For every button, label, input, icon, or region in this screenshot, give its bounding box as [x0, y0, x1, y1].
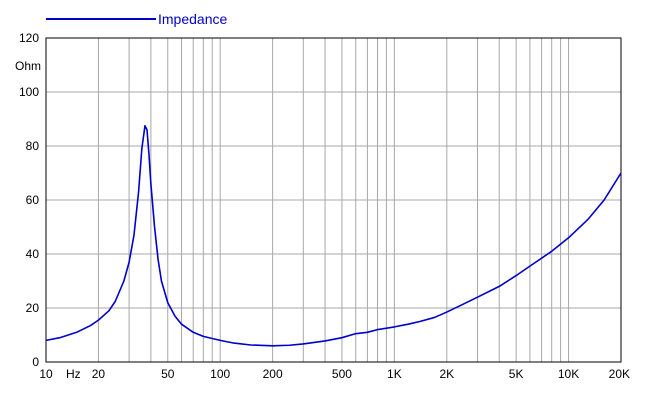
x-tick-label: 50	[161, 367, 175, 381]
y-axis-unit: Ohm	[15, 59, 41, 73]
y-tick-label: 60	[26, 193, 40, 207]
impedance-curve	[45, 124, 622, 347]
x-tick-label: 20	[92, 367, 106, 381]
x-tick-labels: 10 20 50 100 200 500 1K 2K 5K 10K 20K	[39, 367, 630, 381]
x-tick-label: 10K	[558, 367, 579, 381]
x-tick-label: 20K	[609, 367, 630, 381]
plot-frame	[45, 37, 622, 363]
grid	[46, 38, 621, 362]
x-tick-label: 500	[332, 367, 352, 381]
x-tick-label: 2K	[439, 367, 454, 381]
y-tick-label: 20	[26, 301, 40, 315]
x-axis-unit: Hz	[66, 367, 81, 381]
y-tick-label: 40	[26, 247, 40, 261]
y-tick-label: 100	[19, 85, 39, 99]
x-tick-label: 1K	[387, 367, 402, 381]
x-tick-label: 10	[39, 367, 53, 381]
y-tick-label: 0	[32, 355, 39, 369]
x-tick-label: 5K	[509, 367, 524, 381]
y-tick-label: 80	[26, 139, 40, 153]
y-tick-labels: 0 20 40 60 80 100 120	[19, 31, 39, 369]
x-tick-label: 100	[210, 367, 230, 381]
legend-label: Impedance	[158, 11, 227, 27]
y-tick-label: 120	[19, 31, 39, 45]
x-tick-label: 200	[263, 367, 283, 381]
